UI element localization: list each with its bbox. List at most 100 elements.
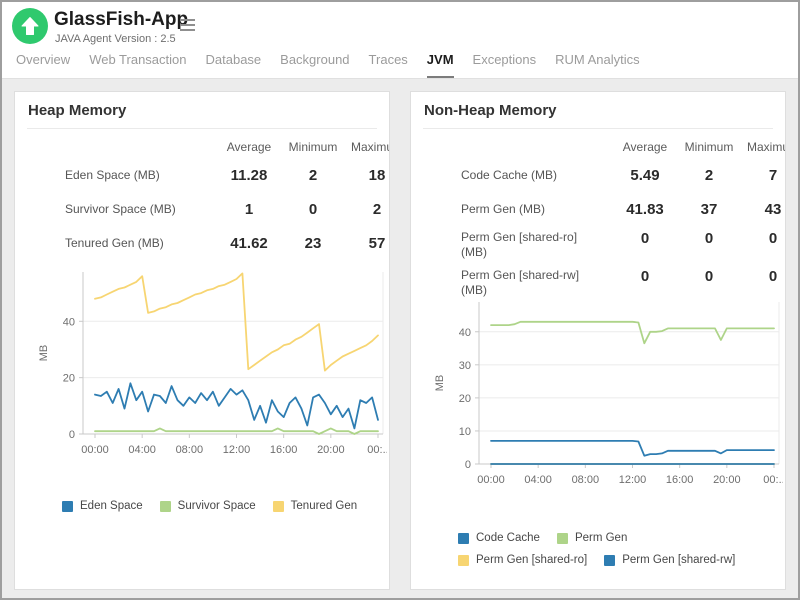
non-heap-memory-chart[interactable]: 0 10 20 30 40 00:00 04:00 08:00 12:00 16:00 20:00 0… [431,296,783,496]
non-heap-metrics-table: Average Minimum Maximum Code Cache (MB) … [461,136,785,302]
svg-text:16:00: 16:00 [666,474,694,486]
panel-title: Non-Heap Memory [424,102,557,119]
svg-text:0: 0 [69,429,75,441]
tab-traces[interactable]: Traces [368,52,408,67]
non-heap-chart-legend-row2: Perm Gen [shared-ro] Perm Gen [shared-rw… [458,554,735,566]
table-row: Eden Space (MB) 11.28 2 18 [65,158,389,192]
tab-overview[interactable]: Overview [16,52,71,67]
tab-database[interactable]: Database [205,52,262,67]
legend-label: Code Cache [476,532,540,544]
perm-gen-swatch-icon [556,532,568,544]
tab-exceptions[interactable]: Exceptions [472,52,537,67]
legend-item-eden-space[interactable]: Eden Space [62,500,143,512]
metric-minimum: 0 [704,268,714,285]
tab-web-transaction[interactable]: Web Transaction [89,52,187,67]
svg-text:MB: MB [38,345,50,362]
metric-minimum: 0 [704,230,714,247]
metric-minimum: 0 [308,200,318,218]
tab-background[interactable]: Background [280,52,350,67]
legend-item-perm-gen-shared-rw[interactable]: Perm Gen [shared-rw] [604,554,735,566]
svg-text:20:00: 20:00 [713,474,741,486]
metric-average: 0 [640,268,650,285]
metric-label: Perm Gen [shared-ro] (MB) [461,230,578,259]
table-row: Perm Gen [shared-ro] (MB) 0 0 0 [461,226,785,264]
svg-text:00:..: 00:.. [763,474,783,486]
table-row: Perm Gen [shared-rw] (MB) 0 0 0 [461,264,785,302]
column-average: Average [226,140,272,154]
table-row: Perm Gen (MB) 41.83 37 43 [461,192,785,226]
svg-text:12:00: 12:00 [223,444,251,456]
tab-jvm[interactable]: JVM [426,52,454,79]
legend-item-tenured-gen[interactable]: Tenured Gen [272,500,358,512]
column-maximum: Maximum [350,140,389,154]
column-minimum: Minimum [288,140,338,154]
survivor-space-swatch-icon [159,500,171,512]
legend-item-perm-gen-shared-ro[interactable]: Perm Gen [shared-ro] [458,554,587,566]
divider [423,128,773,129]
legend-label: Perm Gen [shared-ro] [476,554,588,566]
code-cache-swatch-icon [458,532,469,544]
legend-item-perm-gen[interactable]: Perm Gen [556,532,627,544]
metric-maximum: 0 [768,230,778,247]
table-header-row: Average Minimum Maximum [65,136,389,158]
column-average: Average [622,140,668,154]
metric-maximum: 0 [768,268,778,285]
panel-heap-memory: Heap Memory Average Minimum Maximum Eden… [14,91,390,590]
legend-label: Perm Gen [shared-rw] [622,554,736,566]
metric-maximum: 7 [768,166,778,184]
svg-text:20: 20 [63,373,75,385]
table-row: Survivor Space (MB) 1 0 2 [65,192,389,226]
app-title: GlassFish-App [54,9,189,30]
svg-text:00:..: 00:.. [367,444,387,456]
tab-bar: Overview Web Transaction Database Backgr… [16,52,640,79]
metric-minimum: 23 [304,234,322,252]
legend-label: Tenured Gen [290,500,358,512]
metric-label: Survivor Space (MB) [65,201,176,216]
svg-text:08:00: 08:00 [176,444,204,456]
heap-memory-chart[interactable]: 0 20 40 00:00 04:00 08:00 12:00 16:00 20:00 00:..… [35,266,387,466]
upload-arrow-circle-icon [12,8,48,44]
legend-item-survivor-space[interactable]: Survivor Space [159,500,256,512]
hamburger-icon[interactable] [180,19,195,31]
metric-minimum: 2 [704,166,714,184]
metric-average: 41.83 [626,200,664,218]
svg-text:04:00: 04:00 [128,444,156,456]
panel-title: Heap Memory [28,102,127,119]
svg-text:08:00: 08:00 [572,474,600,486]
tenured-gen-swatch-icon [272,500,284,512]
heap-metrics-table: Average Minimum Maximum Eden Space (MB) … [65,136,389,260]
metric-maximum: 2 [372,200,382,218]
metric-minimum: 2 [308,166,318,184]
svg-text:40: 40 [63,316,75,328]
column-minimum: Minimum [684,140,734,154]
perm-gen-shared-rw-swatch-icon [604,554,616,566]
metric-label: Perm Gen (MB) [461,201,546,216]
svg-text:0: 0 [465,459,471,471]
metric-maximum: 57 [368,234,386,252]
metric-label: Tenured Gen (MB) [65,235,164,250]
heap-chart-legend: Eden Space Survivor Space Tenured Gen [62,500,357,512]
svg-text:MB: MB [434,375,446,392]
metric-label: Eden Space (MB) [65,167,160,182]
svg-text:00:00: 00:00 [81,444,109,456]
content-area: Heap Memory Average Minimum Maximum Eden… [2,78,798,598]
svg-text:30: 30 [459,360,471,372]
legend-item-code-cache[interactable]: Code Cache [458,532,540,544]
tab-rum-analytics[interactable]: RUM Analytics [555,52,640,67]
svg-text:40: 40 [459,327,471,339]
svg-text:20: 20 [459,393,471,405]
agent-version-label: JAVA Agent Version : 2.5 [55,33,176,45]
svg-text:16:00: 16:00 [270,444,298,456]
svg-text:10: 10 [459,426,471,438]
divider [27,128,377,129]
panel-non-heap-memory: Non-Heap Memory Average Minimum Maximum … [410,91,786,590]
svg-text:12:00: 12:00 [619,474,647,486]
perm-gen-shared-ro-swatch-icon [458,554,469,566]
eden-space-swatch-icon [62,500,73,512]
metric-average: 41.62 [230,234,268,252]
app-header: GlassFish-App JAVA Agent Version : 2.5 O… [2,2,798,79]
metric-label: Code Cache (MB) [461,167,558,182]
metric-label: Perm Gen [shared-rw] (MB) [461,268,580,297]
table-row: Tenured Gen (MB) 41.62 23 57 [65,226,389,260]
